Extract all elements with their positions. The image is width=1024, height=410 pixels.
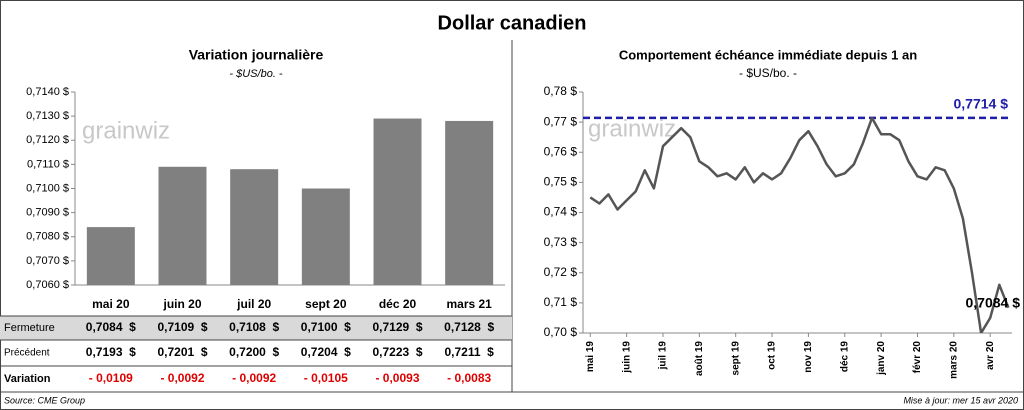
x-tick-label: déc 19 (839, 341, 850, 373)
x-tick-label: nov 19 (803, 341, 814, 373)
change-value: - 0,0083 (447, 371, 491, 385)
x-tick-label: août 19 (694, 341, 705, 376)
x-tick-label: oct 19 (767, 341, 778, 370)
watermark: grainwiz (588, 115, 676, 142)
end-label: 0,7084 $ (966, 294, 1021, 310)
row-label: Variation (4, 373, 51, 385)
x-tick-label: mars 20 (948, 341, 959, 379)
y-tick-label: 0,71 $ (544, 295, 578, 309)
bar (158, 166, 207, 285)
y-tick-label: 0,73 $ (544, 235, 578, 249)
row-label: Précédent (4, 348, 50, 359)
previous-value: 0,7193 $ (86, 345, 136, 359)
row-shade (0, 316, 512, 340)
row-label: Fermeture (4, 322, 55, 334)
chart-title: Comportement échéance immédiate depuis 1… (619, 47, 917, 62)
bar (86, 227, 135, 285)
x-tick-label: sept 19 (730, 341, 741, 376)
previous-value: 0,7223 $ (372, 345, 422, 359)
y-tick-label: 0,74 $ (544, 205, 578, 219)
page-title: Dollar canadien (438, 12, 587, 34)
bar (445, 120, 494, 285)
x-tick-label: mars 21 (446, 297, 492, 311)
change-value: - 0,0109 (89, 371, 133, 385)
x-tick-label: mai 19 (585, 341, 596, 373)
y-tick-label: 0,7060 $ (26, 279, 69, 291)
y-tick-label: 0,76 $ (544, 144, 578, 158)
y-tick-label: 0,78 $ (544, 84, 578, 98)
watermark: grainwiz (82, 117, 170, 144)
x-tick-label: juin 19 (621, 341, 632, 374)
previous-value: 0,7204 $ (301, 345, 351, 359)
value-label: 0,7084 $ (86, 320, 136, 334)
line-series (589, 116, 1010, 333)
source: Source: CME Group (4, 395, 85, 405)
change-value: - 0,0093 (375, 371, 419, 385)
bar (301, 188, 350, 285)
updated: Mise à jour: mer 15 avr 2020 (903, 395, 1018, 405)
y-tick-label: 0,7120 $ (26, 134, 69, 146)
y-tick-label: 0,7070 $ (26, 255, 69, 267)
x-tick-label: févr 20 (912, 341, 923, 374)
change-value: - 0,0105 (304, 371, 348, 385)
x-tick-label: janv 20 (876, 341, 887, 376)
x-tick-label: juin 20 (162, 297, 201, 311)
chart-subtitle: - $US/bo. - (739, 66, 797, 80)
chart-subtitle: - $US/bo. - (229, 68, 283, 80)
value-label: 0,7108 $ (229, 320, 279, 334)
previous-value: 0,7201 $ (157, 345, 207, 359)
x-tick-label: déc 20 (379, 297, 417, 311)
x-tick-label: juil 19 (658, 341, 669, 371)
y-tick-label: 0,77 $ (544, 114, 578, 128)
y-tick-label: 0,70 $ (544, 325, 578, 339)
change-value: - 0,0092 (232, 371, 276, 385)
y-tick-label: 0,7130 $ (26, 110, 69, 122)
value-label: 0,7129 $ (372, 320, 422, 334)
y-tick-label: 0,72 $ (544, 265, 578, 279)
y-tick-label: 0,7100 $ (26, 182, 69, 194)
reference-label: 0,7714 $ (954, 96, 1009, 112)
bar (373, 118, 422, 285)
previous-value: 0,7200 $ (229, 345, 279, 359)
previous-value: 0,7211 $ (444, 345, 494, 359)
value-label: 0,7128 $ (444, 320, 494, 334)
y-tick-label: 0,7110 $ (27, 158, 69, 170)
y-tick-label: 0,75 $ (544, 175, 578, 189)
chart-title: Variation journalière (189, 47, 324, 63)
bar (230, 169, 279, 285)
change-value: - 0,0092 (160, 371, 204, 385)
value-label: 0,7100 $ (301, 320, 351, 334)
y-tick-label: 0,7140 $ (26, 86, 69, 98)
value-label: 0,7109 $ (157, 320, 207, 334)
x-tick-label: mai 20 (92, 297, 130, 311)
y-tick-label: 0,7080 $ (26, 231, 69, 243)
x-tick-label: sept 20 (305, 297, 347, 311)
x-tick-label: avr 20 (985, 341, 996, 370)
y-tick-label: 0,7090 $ (26, 207, 69, 219)
x-tick-label: juil 20 (236, 297, 271, 311)
